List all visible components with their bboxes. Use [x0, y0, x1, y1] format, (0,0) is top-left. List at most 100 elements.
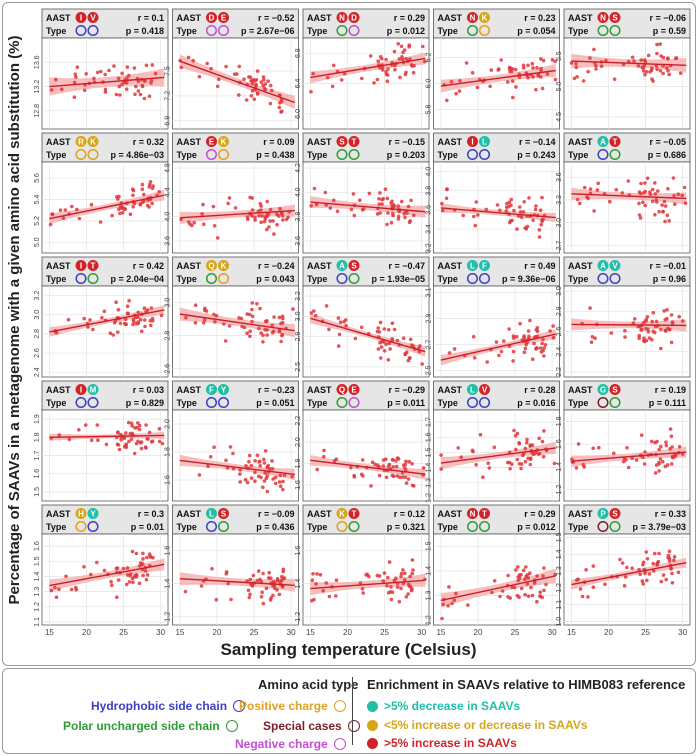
data-point: [137, 581, 142, 586]
data-point: [72, 80, 77, 85]
r-value: r = 0.32: [133, 137, 164, 147]
data-point: [527, 334, 531, 339]
p-value: p = 0.321: [387, 522, 425, 532]
data-point: [670, 455, 675, 460]
data-point: [517, 75, 522, 80]
data-point: [247, 453, 252, 458]
aa-badge-icon: [87, 12, 99, 23]
data-point: [384, 57, 388, 62]
data-point: [279, 321, 283, 326]
data-point: [653, 440, 657, 445]
y-tick-label: 2.7: [556, 240, 563, 250]
x-tick-label: 15: [436, 628, 445, 637]
data-point: [123, 317, 128, 322]
type-label: Type: [307, 274, 327, 284]
data-point: [246, 217, 250, 221]
data-point: [131, 322, 135, 327]
data-point: [512, 208, 516, 213]
data-point: [488, 84, 492, 89]
data-point: [534, 204, 538, 208]
data-point: [590, 335, 595, 339]
y-tick-label: 4.8: [165, 163, 172, 173]
aa-type-ring-icon: [336, 148, 348, 161]
y-axis-title-text: Percentage of SAAVs in a metagenome with…: [6, 36, 23, 605]
data-point: [248, 329, 252, 334]
data-point: [249, 476, 254, 480]
data-point: [541, 454, 546, 459]
data-point: [58, 208, 63, 212]
data-point: [92, 76, 96, 81]
y-tick-label: 1.3: [426, 478, 433, 488]
data-point: [516, 578, 521, 583]
data-point: [229, 597, 233, 602]
data-point: [281, 479, 285, 484]
data-point: [394, 464, 399, 469]
aa-letter: T: [613, 138, 618, 147]
r-value: r = −0.29: [388, 385, 425, 395]
data-point: [328, 206, 333, 210]
data-point: [511, 359, 515, 363]
data-point: [139, 329, 144, 334]
p-value: p = 0.59: [653, 26, 686, 36]
data-point: [541, 337, 545, 342]
data-point: [140, 187, 145, 191]
data-point: [552, 461, 557, 466]
data-point: [673, 202, 677, 206]
data-point: [116, 307, 121, 312]
data-point: [267, 225, 271, 229]
data-point: [197, 473, 202, 477]
data-point: [540, 341, 544, 346]
data-point: [110, 213, 114, 218]
data-point: [528, 571, 532, 575]
data-point: [389, 585, 393, 589]
p-value: p = 0.012: [517, 522, 555, 532]
data-point: [95, 70, 100, 75]
data-point: [474, 463, 478, 467]
aa-letter: N: [470, 14, 476, 23]
facet-header: [172, 256, 299, 287]
data-point: [666, 69, 670, 73]
data-point: [89, 438, 94, 443]
data-point: [381, 579, 386, 583]
data-point: [255, 302, 259, 306]
data-point: [112, 64, 116, 68]
data-point: [533, 207, 538, 212]
y-tick-label: 1.6: [295, 546, 302, 556]
data-point: [640, 328, 644, 332]
data-point: [148, 180, 153, 184]
data-point: [258, 306, 262, 311]
data-point: [492, 445, 497, 450]
data-point: [385, 73, 390, 77]
data-point: [255, 453, 260, 458]
data-point: [132, 66, 137, 70]
aa-badge-icon: [218, 384, 229, 395]
data-point: [614, 187, 619, 192]
aa-badge-icon: [87, 508, 99, 519]
r-value: r = −0.06: [649, 13, 686, 23]
y-tick-label: 4.5: [556, 112, 563, 122]
data-point: [334, 457, 339, 462]
data-point: [643, 189, 648, 194]
p-value: p = 0.012: [387, 26, 425, 36]
data-point: [649, 439, 654, 444]
data-point: [342, 71, 347, 76]
data-point: [211, 204, 216, 209]
data-point: [399, 44, 404, 49]
data-point: [248, 592, 252, 597]
data-point: [394, 459, 398, 463]
y-tick-label: 3.2: [34, 291, 41, 301]
data-point: [199, 584, 204, 588]
data-point: [400, 475, 405, 479]
data-point: [592, 209, 596, 213]
data-point: [439, 453, 443, 457]
aa-letter: S: [612, 510, 618, 519]
regression-line: [310, 57, 426, 79]
data-point: [514, 334, 519, 339]
data-point: [508, 466, 512, 471]
data-point: [529, 585, 533, 590]
data-point: [212, 224, 217, 228]
data-point: [403, 571, 407, 576]
data-point: [653, 181, 657, 185]
